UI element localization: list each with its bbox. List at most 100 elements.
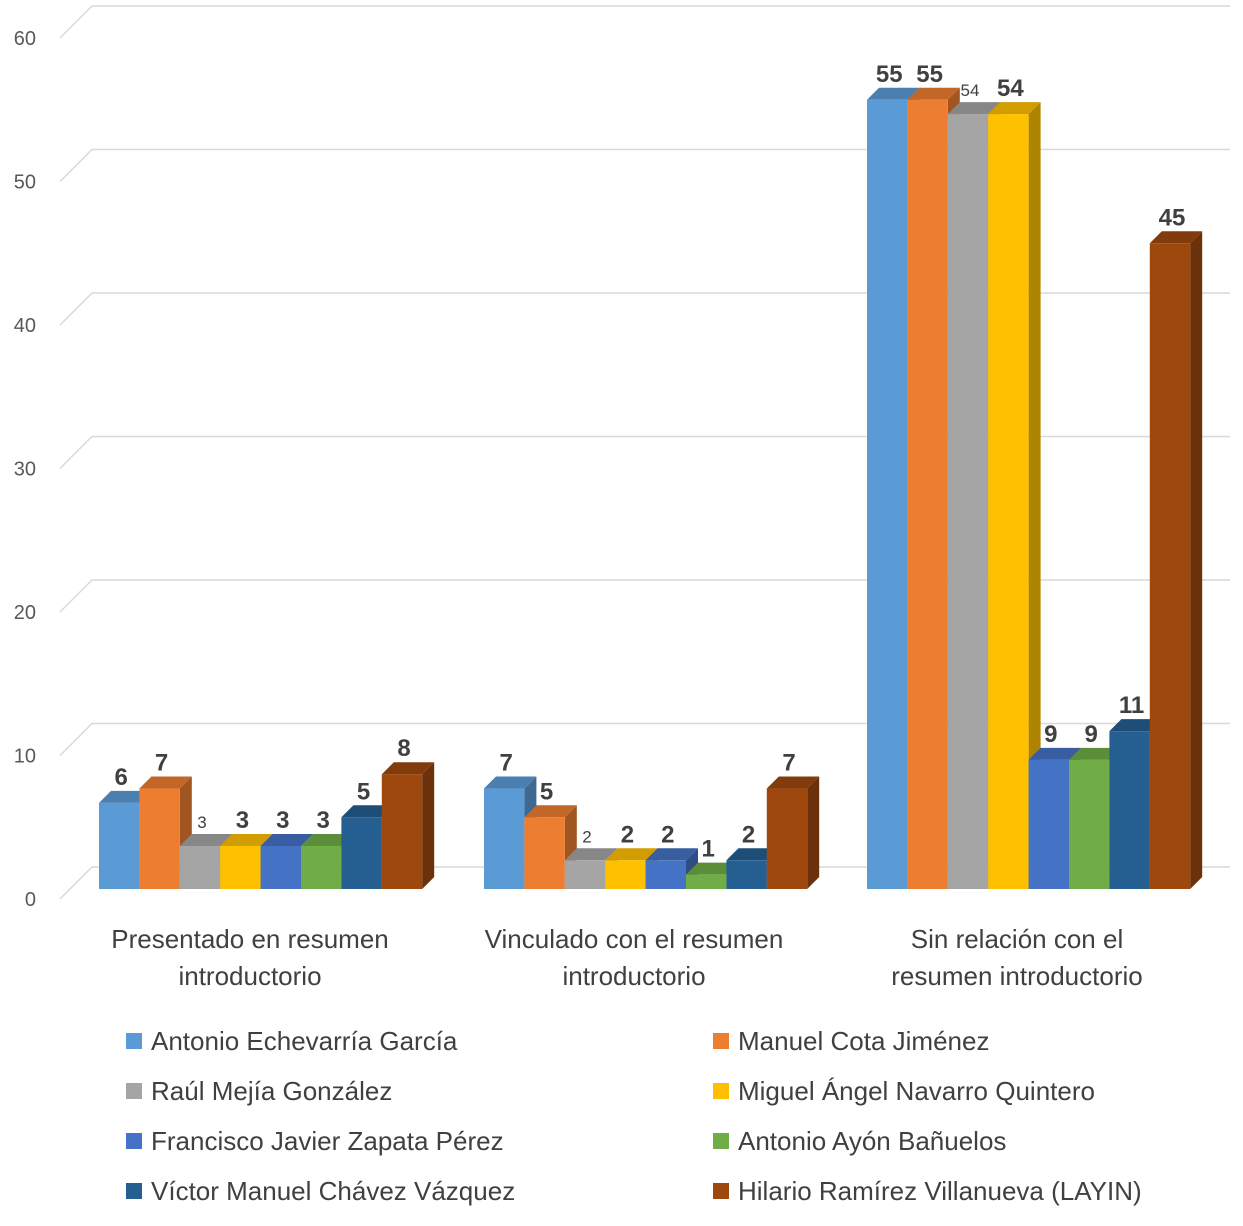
bar-top	[1109, 719, 1162, 732]
bar	[867, 99, 908, 889]
bar-top	[564, 848, 618, 861]
bar-top	[605, 848, 658, 861]
bar	[301, 845, 342, 889]
y-tick-label: 40	[14, 315, 36, 337]
bar-top	[686, 862, 739, 875]
legend-item: Antonio Echevarría García	[126, 1021, 457, 1061]
data-label: 3	[276, 807, 289, 834]
bar	[686, 874, 727, 889]
bar-top	[179, 833, 233, 846]
data-label: 2	[582, 827, 591, 846]
gridline	[59, 292, 1230, 326]
legend-label: Raúl Mejía González	[151, 1075, 393, 1106]
legend-item: Francisco Javier Zapata Pérez	[126, 1121, 504, 1161]
legend-swatch	[713, 1183, 729, 1199]
data-label: 7	[155, 750, 168, 777]
x-tick-label: introductorio	[562, 961, 705, 991]
y-tick-label: 0	[25, 889, 36, 911]
bar	[524, 817, 565, 889]
legend-swatch	[126, 1133, 142, 1149]
bar-top	[947, 102, 1001, 115]
bar	[139, 788, 180, 889]
bar	[260, 845, 301, 889]
bar-top	[867, 87, 920, 100]
bar-top	[484, 776, 537, 789]
bar-top	[260, 833, 313, 846]
data-label: 2	[661, 821, 674, 848]
bar	[907, 99, 948, 889]
bar-side	[1028, 102, 1041, 890]
bar	[484, 788, 525, 889]
bar	[1069, 759, 1110, 889]
legend-label: Antonio Ayón Bañuelos	[738, 1125, 1007, 1156]
legend-item: Víctor Manuel Chávez Vázquez	[126, 1171, 515, 1211]
bar	[766, 788, 808, 889]
bar-top	[1069, 747, 1122, 760]
legend-label: Miguel Ángel Navarro Quintero	[738, 1075, 1095, 1106]
x-tick-label: resumen introductorio	[891, 961, 1142, 991]
gridline	[59, 148, 1230, 183]
legend-label: Víctor Manuel Chávez Vázquez	[151, 1175, 516, 1206]
y-tick-label: 60	[14, 28, 36, 50]
gridline	[59, 722, 1230, 757]
bar	[605, 860, 646, 889]
bar	[726, 860, 767, 889]
gridline	[59, 866, 1230, 900]
data-label: 2	[621, 821, 634, 848]
bar-top	[220, 833, 273, 846]
legend-swatch	[713, 1133, 729, 1149]
data-label: 55	[876, 61, 903, 88]
data-label: 9	[1044, 721, 1057, 748]
legend-swatch	[126, 1183, 142, 1199]
bar-top	[524, 805, 577, 818]
legend-label: Francisco Javier Zapata Pérez	[151, 1125, 504, 1156]
bar	[341, 817, 382, 889]
bar-top	[1149, 231, 1203, 244]
data-label: 2	[742, 821, 755, 848]
data-label: 1	[702, 836, 715, 863]
data-label: 5	[357, 778, 370, 805]
x-tick-label: introductorio	[178, 961, 321, 991]
bar-side	[1190, 231, 1203, 889]
gridline	[59, 579, 1230, 613]
bar	[99, 802, 140, 889]
bar	[645, 860, 686, 889]
data-label: 3	[317, 807, 330, 834]
data-label: 6	[115, 764, 128, 791]
y-tick-label: 30	[14, 459, 36, 481]
bar	[1109, 731, 1150, 889]
gridline	[59, 435, 1230, 470]
bar-top	[988, 102, 1041, 115]
bar	[381, 774, 423, 889]
legend-swatch	[126, 1083, 142, 1099]
bar-side	[422, 762, 435, 889]
y-tick-label: 50	[14, 172, 36, 194]
gridline	[59, 5, 1230, 39]
bar-top	[726, 848, 779, 861]
bar-top	[139, 776, 192, 789]
bar	[179, 845, 221, 889]
data-label: 3	[236, 807, 249, 834]
data-label: 9	[1085, 721, 1098, 748]
legend: Antonio Echevarría García Manuel Cota Jim…	[0, 1026, 1243, 1224]
legend-item: Raúl Mejía González	[126, 1071, 392, 1111]
bar-top	[341, 805, 394, 818]
bar	[564, 860, 606, 889]
data-label: 54	[961, 81, 980, 100]
legend-label: Hilario Ramírez Villanueva (LAYIN)	[738, 1175, 1142, 1206]
data-label: 54	[997, 75, 1024, 102]
data-label: 7	[500, 750, 513, 777]
legend-label: Antonio Echevarría García	[151, 1025, 458, 1056]
data-label: 5	[540, 778, 553, 805]
legend-item: Hilario Ramírez Villanueva (LAYIN)	[713, 1171, 1142, 1211]
bar-top	[381, 762, 435, 775]
data-label: 55	[916, 61, 943, 88]
legend-item: Antonio Ayón Bañuelos	[713, 1121, 1006, 1161]
bar-side	[807, 776, 820, 889]
legend-swatch	[713, 1083, 729, 1099]
bar-top	[645, 848, 698, 861]
legend-swatch	[713, 1033, 729, 1049]
bar-top	[1028, 747, 1081, 760]
bar-top	[907, 87, 960, 100]
